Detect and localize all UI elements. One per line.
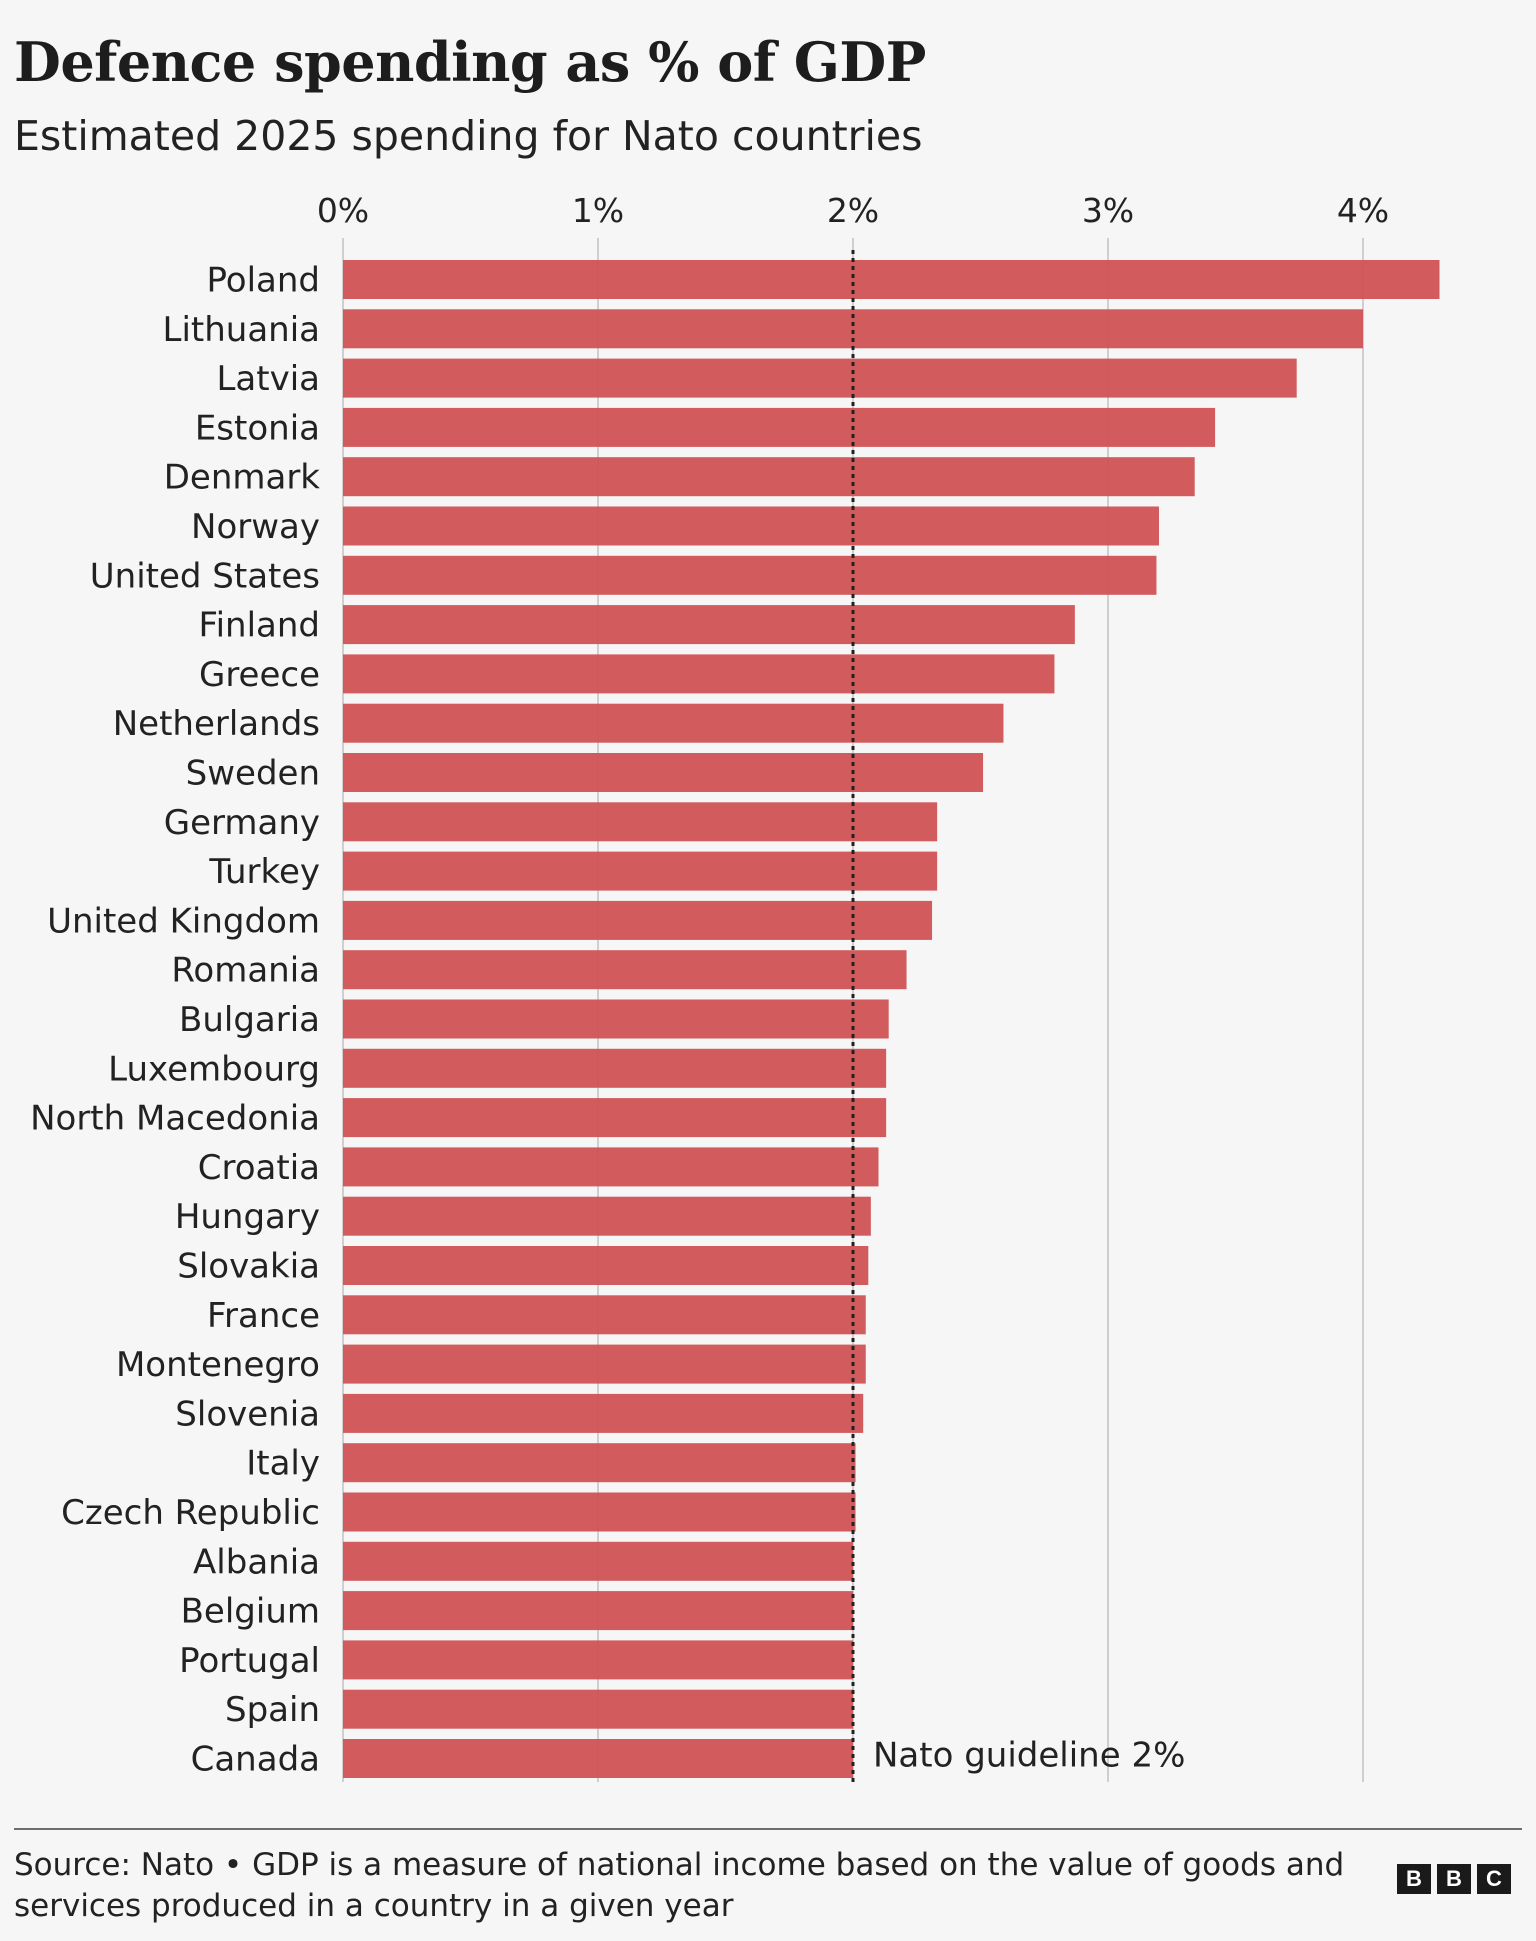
category-label: Netherlands <box>113 704 320 744</box>
bar <box>343 1640 853 1680</box>
category-label: Lithuania <box>163 310 320 350</box>
category-label: Czech Republic <box>61 1493 320 1533</box>
category-label: Italy <box>246 1444 320 1484</box>
category-label: Croatia <box>198 1148 320 1188</box>
bar <box>343 1147 879 1187</box>
category-label: Estonia <box>195 408 320 448</box>
category-label: Hungary <box>175 1197 320 1237</box>
bar <box>343 1689 853 1729</box>
chart-subtitle: Estimated 2025 spending for Nato countri… <box>14 112 923 160</box>
category-label: Latvia <box>216 359 320 399</box>
bar <box>343 1393 864 1433</box>
bar <box>343 802 938 842</box>
bar <box>343 1344 866 1384</box>
bbc-logo-letter-3: C <box>1477 1864 1511 1894</box>
x-tick-label: 1% <box>572 191 624 230</box>
bar <box>343 900 933 940</box>
bar <box>343 555 1157 595</box>
footer-divider <box>14 1828 1522 1830</box>
category-label: Belgium <box>181 1592 320 1632</box>
category-label: Germany <box>164 803 320 843</box>
x-tick-label: 4% <box>1337 191 1389 230</box>
guideline-annotation: Nato guideline 2% <box>873 1736 1185 1776</box>
bar <box>343 654 1055 694</box>
bbc-logo-letter-1: B <box>1397 1864 1431 1894</box>
category-label: Greece <box>199 655 320 695</box>
category-label: Norway <box>191 507 320 547</box>
category-label: North Macedonia <box>30 1099 320 1139</box>
x-tick-label: 3% <box>1082 191 1134 230</box>
bar <box>343 1541 853 1581</box>
category-label: United States <box>90 556 320 596</box>
bbc-logo-letter-2: B <box>1437 1864 1471 1894</box>
bar <box>343 950 907 990</box>
bar <box>343 260 1440 299</box>
category-label: France <box>207 1296 320 1336</box>
category-label: Sweden <box>186 754 320 794</box>
bar <box>343 605 1075 645</box>
bar <box>343 999 889 1039</box>
bar <box>343 703 1004 743</box>
bar <box>343 358 1297 398</box>
category-label: Bulgaria <box>179 1000 320 1040</box>
category-label: Finland <box>199 606 321 646</box>
category-label: United Kingdom <box>47 901 320 941</box>
bar-chart: 0% 1% 2% 3% 4% Poland Lithuania Latvia Estonia De… <box>30 191 1440 1782</box>
bar <box>343 753 984 792</box>
bar <box>343 1591 853 1631</box>
bar <box>343 851 938 891</box>
bar <box>343 407 1216 447</box>
chart-title: Defence spending as % of GDP <box>14 30 926 94</box>
x-tick-label: 0% <box>317 191 369 230</box>
category-label: Albania <box>193 1542 320 1582</box>
category-label: Spain <box>225 1690 320 1730</box>
category-label: Poland <box>206 261 320 301</box>
bar <box>343 1295 866 1335</box>
bar <box>343 1739 853 1778</box>
bbc-logo: B B C <box>1397 1864 1511 1894</box>
source-note: Source: Nato • GDP is a measure of natio… <box>14 1847 1345 1924</box>
category-label: Canada <box>191 1740 320 1780</box>
category-label: Slovenia <box>175 1394 320 1434</box>
category-label: Slovakia <box>177 1247 320 1287</box>
bar <box>343 1492 856 1532</box>
bar <box>343 457 1195 497</box>
x-tick-label: 2% <box>827 191 879 230</box>
bar <box>343 1443 856 1483</box>
category-label: Montenegro <box>116 1345 320 1385</box>
bar <box>343 1098 887 1138</box>
category-label: Luxembourg <box>108 1049 320 1089</box>
category-label: Denmark <box>164 458 321 498</box>
category-label: Portugal <box>179 1641 320 1681</box>
category-label: Turkey <box>208 852 320 892</box>
bar <box>343 1196 871 1236</box>
category-label: Romania <box>171 951 320 991</box>
bar <box>343 1246 869 1285</box>
bar <box>343 506 1159 546</box>
bar <box>343 1048 887 1088</box>
